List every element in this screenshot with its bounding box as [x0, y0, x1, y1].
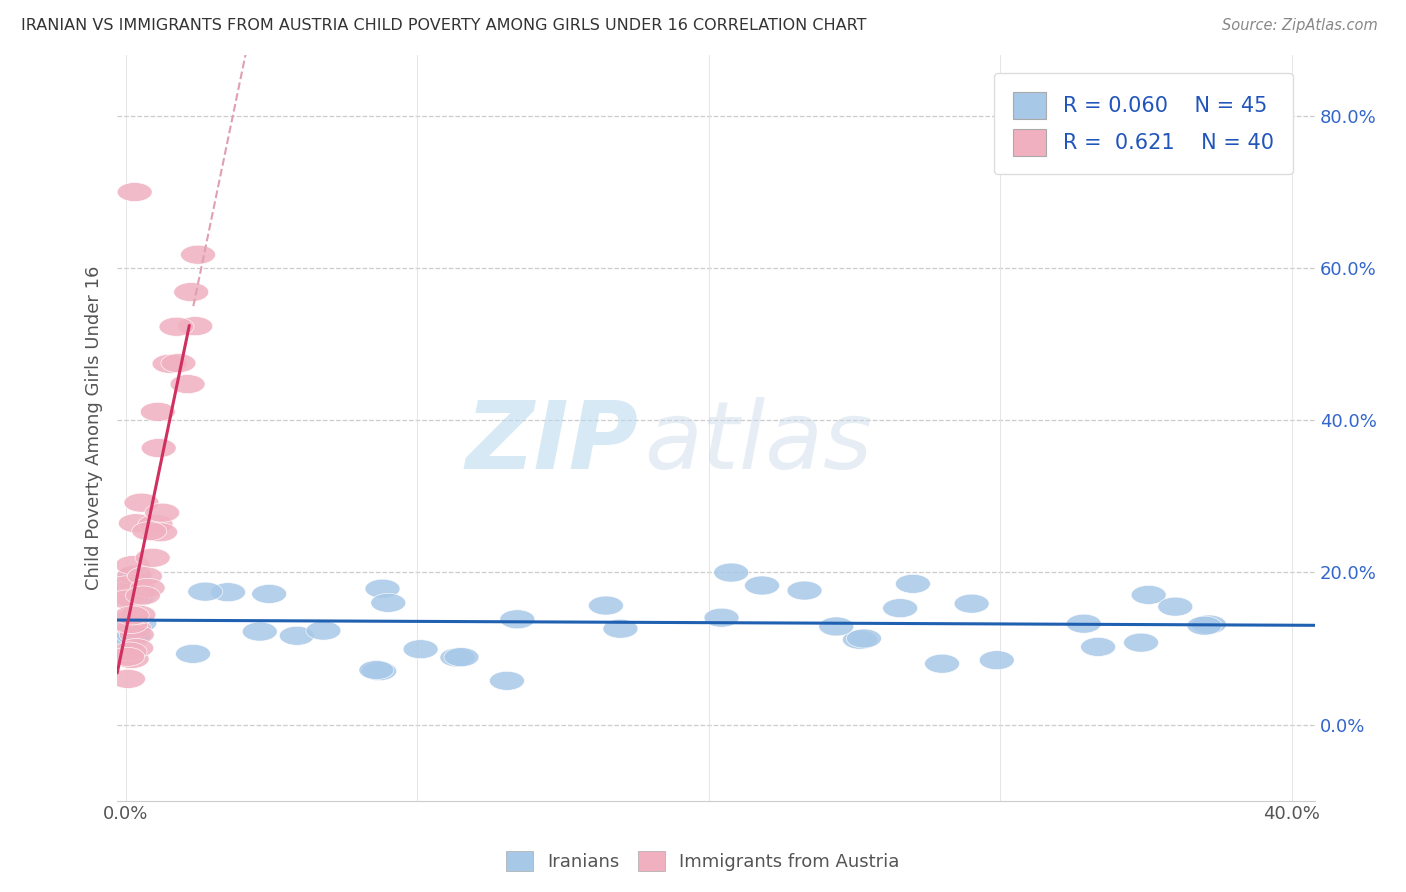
Ellipse shape [955, 594, 990, 613]
Ellipse shape [361, 662, 396, 681]
Ellipse shape [174, 283, 208, 301]
Ellipse shape [1123, 633, 1159, 652]
Ellipse shape [114, 579, 149, 599]
Ellipse shape [979, 650, 1014, 670]
Ellipse shape [124, 493, 159, 512]
Ellipse shape [252, 584, 287, 604]
Legend: R = 0.060    N = 45, R =  0.621    N = 40: R = 0.060 N = 45, R = 0.621 N = 40 [994, 73, 1292, 175]
Ellipse shape [159, 318, 194, 336]
Legend: Iranians, Immigrants from Austria: Iranians, Immigrants from Austria [499, 844, 907, 879]
Ellipse shape [138, 515, 173, 533]
Ellipse shape [141, 402, 176, 421]
Text: Source: ZipAtlas.com: Source: ZipAtlas.com [1222, 18, 1378, 33]
Ellipse shape [120, 588, 155, 607]
Ellipse shape [1066, 615, 1101, 633]
Ellipse shape [842, 631, 877, 649]
Ellipse shape [180, 245, 215, 264]
Ellipse shape [135, 549, 170, 567]
Ellipse shape [115, 607, 150, 627]
Ellipse shape [117, 619, 152, 638]
Ellipse shape [115, 556, 150, 574]
Ellipse shape [1132, 585, 1166, 605]
Ellipse shape [787, 581, 823, 600]
Ellipse shape [371, 593, 406, 612]
Ellipse shape [307, 621, 340, 640]
Ellipse shape [176, 644, 211, 664]
Ellipse shape [444, 648, 479, 666]
Ellipse shape [117, 626, 152, 645]
Ellipse shape [177, 317, 212, 335]
Ellipse shape [141, 439, 176, 458]
Ellipse shape [111, 669, 145, 689]
Y-axis label: Child Poverty Among Girls Under 16: Child Poverty Among Girls Under 16 [86, 266, 103, 591]
Ellipse shape [366, 579, 399, 599]
Ellipse shape [359, 660, 394, 680]
Ellipse shape [883, 599, 918, 617]
Ellipse shape [117, 566, 152, 584]
Ellipse shape [114, 606, 149, 625]
Ellipse shape [110, 590, 145, 609]
Ellipse shape [111, 625, 145, 645]
Text: IRANIAN VS IMMIGRANTS FROM AUSTRIA CHILD POVERTY AMONG GIRLS UNDER 16 CORRELATIO: IRANIAN VS IMMIGRANTS FROM AUSTRIA CHILD… [21, 18, 866, 33]
Ellipse shape [110, 573, 145, 591]
Ellipse shape [714, 563, 749, 582]
Ellipse shape [112, 642, 148, 661]
Ellipse shape [501, 610, 534, 629]
Ellipse shape [589, 596, 623, 615]
Ellipse shape [211, 582, 246, 602]
Ellipse shape [1081, 638, 1115, 657]
Ellipse shape [142, 523, 177, 541]
Ellipse shape [112, 615, 148, 633]
Ellipse shape [152, 354, 187, 373]
Text: atlas: atlas [644, 397, 873, 488]
Ellipse shape [121, 605, 156, 624]
Ellipse shape [242, 622, 277, 641]
Ellipse shape [115, 586, 149, 605]
Ellipse shape [131, 578, 165, 598]
Ellipse shape [1191, 615, 1226, 634]
Ellipse shape [846, 629, 882, 648]
Ellipse shape [160, 353, 195, 373]
Ellipse shape [120, 582, 155, 602]
Ellipse shape [120, 576, 153, 595]
Ellipse shape [188, 582, 222, 601]
Ellipse shape [170, 375, 205, 393]
Ellipse shape [108, 576, 143, 595]
Ellipse shape [925, 654, 959, 673]
Ellipse shape [1187, 616, 1222, 635]
Ellipse shape [745, 576, 779, 595]
Ellipse shape [704, 608, 740, 627]
Ellipse shape [440, 648, 475, 667]
Ellipse shape [118, 639, 153, 657]
Ellipse shape [896, 574, 931, 593]
Ellipse shape [132, 522, 167, 541]
Ellipse shape [122, 614, 157, 632]
Ellipse shape [145, 503, 180, 522]
Ellipse shape [489, 672, 524, 690]
Ellipse shape [114, 649, 149, 668]
Ellipse shape [128, 566, 162, 586]
Ellipse shape [120, 625, 155, 644]
Ellipse shape [110, 648, 145, 666]
Ellipse shape [114, 589, 149, 607]
Ellipse shape [125, 586, 160, 605]
Ellipse shape [280, 626, 315, 645]
Ellipse shape [114, 631, 148, 649]
Ellipse shape [111, 646, 146, 665]
Ellipse shape [117, 183, 152, 202]
Ellipse shape [1157, 597, 1192, 616]
Ellipse shape [404, 640, 439, 658]
Ellipse shape [818, 617, 853, 636]
Ellipse shape [603, 619, 638, 639]
Text: ZIP: ZIP [465, 397, 638, 489]
Ellipse shape [118, 514, 153, 533]
Ellipse shape [118, 565, 153, 584]
